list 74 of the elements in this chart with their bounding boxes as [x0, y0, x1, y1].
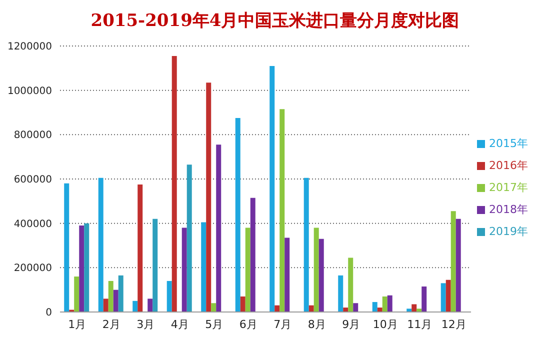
bar — [245, 228, 250, 312]
bar — [211, 303, 216, 312]
bar — [103, 298, 108, 312]
bar — [152, 218, 158, 312]
bar — [338, 275, 344, 312]
y-tick-label: 0 — [46, 308, 52, 319]
bar — [304, 178, 309, 312]
y-tick-label: 1200000 — [7, 42, 52, 53]
bar — [216, 144, 222, 312]
bar — [118, 275, 124, 312]
legend-label: 2016年 — [489, 159, 528, 172]
bar — [250, 198, 256, 312]
bar — [343, 308, 348, 312]
bar — [372, 302, 378, 312]
bar — [201, 222, 206, 312]
x-tick-label: 8月 — [308, 318, 326, 331]
bar — [186, 164, 192, 312]
bar — [446, 280, 451, 312]
bar — [456, 218, 461, 312]
bar — [387, 295, 392, 312]
y-tick-label: 800000 — [14, 130, 52, 142]
bar — [148, 298, 153, 312]
bar — [182, 228, 187, 312]
bar — [64, 183, 70, 312]
bar — [280, 109, 285, 312]
legend-label: 2017年 — [489, 181, 528, 194]
bar — [138, 184, 143, 312]
bar — [422, 286, 427, 312]
legend-label: 2019年 — [489, 225, 528, 238]
legend-label: 2018年 — [489, 203, 528, 216]
y-tick-label: 200000 — [14, 263, 52, 274]
bar — [132, 300, 138, 312]
bar — [235, 118, 240, 312]
bar — [240, 296, 246, 312]
y-tick-label: 400000 — [14, 218, 52, 230]
bar — [308, 305, 314, 312]
bar — [84, 223, 90, 312]
bar — [382, 296, 388, 312]
chart-title: 2015-2019年4月中国玉米进口量分月度对比图 — [90, 10, 460, 33]
bar — [416, 308, 422, 312]
bar — [79, 226, 84, 312]
x-tick-label: 9月 — [342, 318, 360, 331]
bar — [412, 304, 417, 312]
bar — [348, 258, 354, 312]
bar — [314, 228, 319, 312]
bar — [74, 276, 80, 312]
bar — [113, 290, 118, 312]
x-tick-label: 1月 — [68, 318, 86, 331]
x-tick-label: 6月 — [239, 318, 258, 331]
x-tick-label: 3月 — [136, 318, 155, 331]
x-tick-label: 4月 — [170, 318, 189, 331]
bar — [108, 280, 114, 312]
bar — [172, 56, 177, 312]
bar — [377, 308, 382, 312]
x-tick-label: 7月 — [274, 318, 292, 331]
bar — [353, 303, 358, 312]
bar — [98, 178, 104, 312]
bar — [318, 238, 324, 312]
bar — [270, 66, 275, 312]
bar — [406, 308, 412, 312]
bar — [450, 211, 456, 312]
x-tick-label: 10月 — [372, 318, 398, 331]
bar — [206, 82, 212, 312]
bar — [274, 305, 280, 312]
x-tick-label: 5月 — [205, 318, 224, 331]
x-tick-label: 2月 — [102, 318, 120, 331]
x-tick-label: 12月 — [441, 318, 466, 331]
legend-label: 2015年 — [489, 137, 528, 150]
x-tick-label: 11月 — [407, 318, 432, 331]
y-tick-label: 1000000 — [7, 86, 52, 97]
bar — [440, 283, 446, 312]
y-tick-label: 600000 — [14, 174, 52, 186]
bar — [166, 280, 172, 312]
bar — [284, 238, 290, 312]
